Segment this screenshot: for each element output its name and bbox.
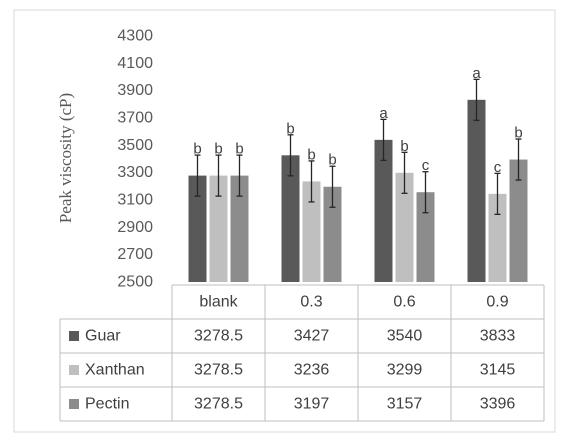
bar-guar: [374, 139, 393, 282]
y-tick-label: 2900: [117, 219, 153, 236]
legend-label: Guar: [85, 328, 121, 345]
table-cell: 3278.5: [194, 328, 243, 345]
table-cell: 3278.5: [194, 396, 243, 413]
significance-letter: b: [214, 141, 222, 158]
legend-swatch: [69, 399, 79, 409]
error-bars: [194, 78, 522, 216]
bar-xanthan: [488, 193, 507, 282]
table-cell: 3236: [294, 362, 330, 379]
y-tick-label: 4300: [117, 28, 153, 45]
bar-xanthan: [302, 181, 321, 282]
legend-swatch: [69, 331, 79, 341]
table-header-cell: blank: [199, 294, 238, 311]
table-header-cell: 0.9: [486, 294, 508, 311]
bar-pectin: [230, 175, 249, 282]
significance-letter: b: [514, 125, 522, 142]
significance-letter: b: [286, 120, 294, 137]
y-tick-label: 4100: [117, 55, 153, 72]
data-table: blank 0.3 0.6 0.9 Guar 3278.5 3427 3540 3833 Xant…: [59, 284, 545, 422]
bar-guar: [188, 175, 207, 282]
bar-xanthan: [209, 175, 228, 282]
table-cell: 3145: [480, 362, 516, 379]
y-axis-ticks: 2500 2700 2900 3100 3300 3500 3700 3900 4100 4300: [117, 28, 153, 291]
significance-letter: b: [400, 138, 408, 155]
y-tick-label: 3500: [117, 137, 153, 154]
significance-letter: b: [307, 146, 315, 163]
significance-letter: b: [328, 152, 336, 169]
legend-swatch: [69, 365, 79, 375]
y-tick-label: 3900: [117, 82, 153, 99]
bars: [188, 99, 528, 282]
table-cell: 3833: [480, 328, 516, 345]
legend-label: Xanthan: [85, 362, 145, 379]
y-tick-label: 3300: [117, 164, 153, 181]
significance-letter: c: [422, 157, 430, 174]
significance-letter: b: [235, 141, 243, 158]
table-cell: 3157: [387, 396, 423, 413]
table-cell: 3540: [387, 328, 423, 345]
legend-label: Pectin: [85, 396, 129, 413]
bar-pectin: [416, 192, 435, 282]
y-axis-title: Peak viscosity (cP): [56, 93, 75, 223]
bar-guar: [467, 99, 486, 282]
bar-xanthan: [395, 172, 414, 282]
table-cell: 3396: [480, 396, 516, 413]
significance-letter: c: [494, 159, 502, 176]
significance-letter: a: [472, 65, 481, 82]
table-header-cell: 0.6: [393, 294, 415, 311]
y-tick-label: 3700: [117, 110, 153, 127]
y-tick-label: 2700: [117, 246, 153, 263]
bar-pectin: [323, 186, 342, 282]
table-cell: 3299: [387, 362, 423, 379]
table-cell: 3278.5: [194, 362, 243, 379]
significance-letter: b: [193, 141, 201, 158]
table-header-cell: 0.3: [300, 294, 322, 311]
y-tick-label: 2500: [117, 274, 153, 291]
significance-letter: a: [379, 105, 388, 122]
table-cell: 3427: [294, 328, 330, 345]
bar-pectin: [509, 159, 528, 282]
table-cell: 3197: [294, 396, 330, 413]
y-tick-label: 3100: [117, 192, 153, 209]
bar-guar: [281, 155, 300, 282]
